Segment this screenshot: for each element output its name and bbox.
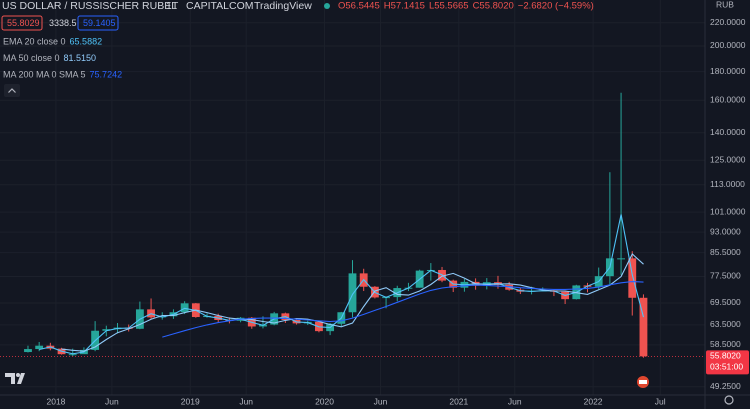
y-tick-label: 200.0000: [710, 40, 746, 50]
collapse-button[interactable]: [4, 84, 20, 97]
ohlc-value: −2.6820 (−4.59%): [518, 1, 594, 12]
ohlc-values: O56.5445 H57.1415 L55.5665 C55.8020 −2.6820 …: [338, 1, 594, 12]
y-tick-label: 140.0000: [710, 127, 746, 137]
axes: RUB 220.0000 200.0000 180.0000 160.0000 140.…: [46, 0, 745, 406]
y-tick-label: 101.0000: [710, 206, 746, 216]
indicator-line: [61, 253, 644, 352]
y-tick-label: 58.5000: [710, 339, 741, 349]
x-tick-label: 2019: [181, 396, 200, 406]
x-tick-label: Jun: [508, 396, 522, 406]
indicator-name[interactable]: MA 200 MA 0 SMA 5: [3, 69, 86, 79]
ohlc-value: H57.1415: [384, 1, 425, 12]
candle-body: [639, 297, 648, 357]
indicator-name[interactable]: EMA 20 close 0: [3, 36, 66, 46]
candle-body: [617, 258, 625, 260]
indicator-line: [162, 281, 644, 338]
y-tick-label: 63.5000: [710, 319, 741, 329]
y-tick-label: 125.0000: [710, 155, 746, 165]
price-tag-label: 55.8020: [710, 351, 741, 361]
indicator-legend: EMA 20 close 0 65.5882 MA 50 close 0 81.515…: [3, 36, 122, 79]
plot-area: [0, 92, 705, 358]
currency-label: RUB: [716, 0, 734, 9]
y-tick-label: 180.0000: [710, 66, 746, 76]
price-countdown: 03:51:00: [710, 362, 743, 372]
indicator-name[interactable]: MA 50 close 0: [3, 53, 60, 63]
y-tick-label: 77.5000: [710, 271, 741, 281]
grid: [0, 0, 705, 395]
candle-body: [348, 273, 357, 313]
y-tick-label: 220.0000: [710, 17, 746, 27]
indicator-value: 65.5882: [70, 36, 103, 46]
ohlc-value: O56.5445: [338, 1, 380, 12]
y-tick-label: 49.2500: [710, 381, 741, 391]
x-tick-label: Jul: [655, 396, 666, 406]
x-tick-label: Jun: [239, 396, 253, 406]
settings-button[interactable]: [724, 395, 734, 405]
x-tick-label: 2020: [315, 396, 334, 406]
buy-button[interactable]: [77, 15, 119, 31]
x-tick-label: 2018: [46, 396, 65, 406]
y-tick-label: 85.5000: [710, 247, 741, 257]
interval[interactable]: 1T: [166, 0, 179, 12]
candle-body: [35, 345, 44, 350]
indicator-line: [39, 214, 645, 355]
x-tick-label: 2022: [584, 396, 603, 406]
header: US DOLLAR / RUSSISCHER RUBEL 1T CAPITALC…: [1, 0, 594, 97]
spread: 3338.5: [49, 18, 77, 28]
x-tick-label: 2021: [449, 396, 468, 406]
sell-price[interactable]: 55.8029: [7, 18, 40, 28]
logo: [5, 373, 25, 384]
y-tick-label: 93.0000: [710, 226, 741, 236]
y-tick-label: 113.0000: [710, 179, 745, 189]
source: TradingView: [254, 0, 312, 12]
candle-body: [102, 329, 111, 331]
candle-body: [68, 354, 77, 356]
sell-button[interactable]: [1, 15, 43, 31]
y-tick-label: 160.0000: [710, 94, 746, 104]
symbol[interactable]: US DOLLAR / RUSSISCHER RUBEL: [2, 0, 177, 12]
ohlc-value: C55.8020: [473, 1, 514, 12]
indicator-value: 81.5150: [64, 53, 97, 63]
indicator-value: 75.7242: [90, 69, 123, 79]
candle-body: [628, 258, 637, 298]
y-tick-label: 69.5000: [710, 297, 741, 307]
x-tick-label: Jun: [374, 396, 388, 406]
market-status: [324, 3, 330, 9]
price-tag: [706, 350, 749, 375]
exchange: CAPITALCOM: [186, 0, 253, 12]
buy-price[interactable]: 59.1405: [83, 18, 116, 28]
collapse-icon[interactable]: [8, 88, 16, 93]
x-tick-label: Jun: [105, 396, 119, 406]
ohlc-value: L55.5665: [429, 1, 469, 12]
candle-body: [24, 349, 32, 353]
event-icon[interactable]: [639, 380, 647, 384]
